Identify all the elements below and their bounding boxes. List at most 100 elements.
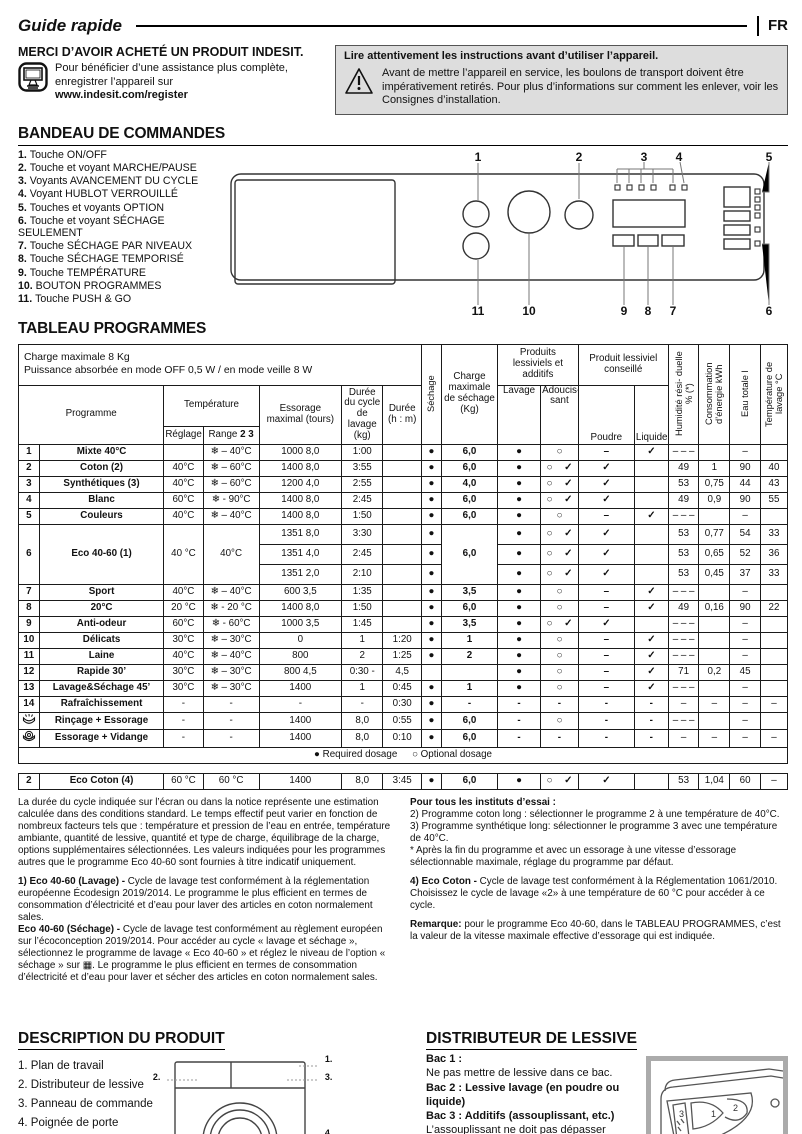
water-cell: 37 (729, 563, 761, 585)
softener-dosage-cell: ○ ✓ (540, 773, 579, 791)
time-cell: 8,0 (340, 711, 384, 731)
time-cell: 8,0 (340, 729, 384, 749)
time-cell: 1 (340, 679, 384, 697)
liquid-cell: ✓ (633, 599, 669, 617)
wash-temp-cell (759, 443, 789, 461)
item-number: 2. (18, 161, 30, 174)
drying-load-cell: 4,0 (440, 475, 499, 493)
controls-list-item: 5. Touches et voyants OPTION (18, 201, 165, 214)
liquid-cell: ✓ (633, 647, 669, 665)
humidity-cell: – – – (667, 631, 700, 649)
drying-load-cell: 6,0 (440, 507, 499, 525)
time-cell: 3:55 (340, 459, 384, 477)
spin-kg-cell: 0 (258, 631, 342, 649)
program-name: Laine (38, 647, 165, 665)
range-temp: ❄ – 40°C (202, 443, 260, 461)
optional-dot: ○ (411, 749, 418, 761)
softener-dosage-cell: ○ (540, 599, 579, 617)
program-row: 6 Eco 40-60 (1) 40 °C 40°C 1351 8,0 3:30 ● 6,0 ●… (18, 523, 789, 585)
softener-dosage-cell: ○ ✓ (540, 523, 579, 545)
humidity-cell: – (667, 729, 700, 749)
drying-dot-cell: ● (420, 695, 442, 713)
register-monitor-icon (18, 62, 48, 103)
drying-load-cell: 6,0 (440, 729, 499, 749)
program-number: 10 (18, 631, 40, 649)
program-name: Coton (2) (38, 459, 165, 477)
duration-cell: 0:45 (382, 679, 422, 697)
col-range: Range 2 3 (202, 425, 260, 445)
drying-dot-cell: ● (420, 475, 442, 493)
controls-list-item: 8. Touche SÉCHAGE TEMPORISÉ (18, 253, 184, 266)
powder-cell: – (577, 443, 635, 461)
program-row: 4 Blanc 60°C ❄ - 90°C 1400 8,0 2:45 ● 6,0 ● ○ ✓ ✓ 4… (18, 491, 789, 509)
spin-kg-cell: 1400 8,0 (258, 599, 342, 617)
wash-temp-cell: 55 (759, 491, 789, 509)
duration-cell (382, 543, 422, 565)
time-cell: 2:45 (340, 543, 384, 565)
duration-cell (382, 491, 422, 509)
time-cell: 1:00 (340, 443, 384, 461)
controls-list-item: 1. Touche ON/OFF (18, 148, 107, 161)
drying-dot-cell: ● (420, 729, 442, 749)
spin-kg-cell: 1000 8,0 (258, 443, 342, 461)
program-name: Rafraîchissement (38, 695, 165, 713)
energy-cell: 0,75 (698, 475, 731, 493)
table-info: Charge maximale 8 Kg Puissance absorbée … (18, 343, 422, 386)
product-list-item: 3. Panneau de commande (18, 1098, 153, 1111)
setting-temp: 40°C (163, 475, 204, 493)
col-duree-kg: Durée du cycle de lavage (kg) (340, 384, 384, 445)
note-paragraph: Remarque: pour le programme Eco 40-60, d… (410, 919, 781, 943)
program-name: Eco Coton (4) (38, 773, 165, 791)
powder-cell: - (577, 695, 635, 713)
drying-load-cell: 6,0 (440, 443, 499, 461)
wash-dosage-cell: ● (497, 523, 542, 545)
panel-callout: 10 (522, 303, 536, 318)
softener-dosage-cell: ○ (540, 663, 579, 681)
product-heading: DESCRIPTION DU PRODUIT (18, 1030, 225, 1051)
liquid-cell (633, 459, 669, 477)
program-row: 11 Laine 40°C ❄ – 40°C 800 2 1:25 ● 2 ● ○ – ✓ – – – – (18, 647, 789, 665)
wash-temp-cell (759, 631, 789, 649)
drying-load-cell: 6,0 (440, 773, 499, 791)
col-reglage: Réglage (163, 425, 204, 445)
energy-cell (698, 647, 731, 665)
drying-load-cell: 6,0 (440, 459, 499, 477)
softener-dosage-cell: ○ (540, 679, 579, 697)
dispenser-heading: DISTRIBUTEUR DE LESSIVE (426, 1030, 637, 1051)
col-essorage: Essorage maximal (tours) (258, 384, 342, 445)
panel-callout: 9 (620, 303, 628, 318)
setting-temp: - (163, 729, 204, 749)
note-paragraph: La durée du cycle indiquée sur l’écran o… (18, 797, 391, 869)
warning-box: Lire attentivement les instructions avan… (335, 45, 788, 115)
wash-dosage-cell: ● (497, 563, 542, 585)
time-cell: 2:45 (340, 491, 384, 509)
eco-coton-table: 2 Eco Coton (4) 60 °C 60 °C 1400 8,0 3:45 ● 6,0 ●… (18, 773, 789, 791)
water-cell: – (729, 631, 761, 649)
water-cell: – (729, 729, 761, 749)
col-humidite: Humidité rési- duelle % (*) (667, 343, 700, 445)
dispenser-paragraph: Bac 2 : Lessive lavage (en poudre ou liq… (426, 1081, 620, 1108)
note-paragraph: 3) Programme synthétique long: sélection… (410, 821, 778, 845)
powder-cell: ✓ (577, 459, 635, 477)
control-panel-diagram: 1 2 3 4 5 11 10 9 8 7 6 (228, 150, 788, 318)
dosage-legend: ● Required dosage ○ Optional dosage (18, 747, 788, 765)
wash-temp-cell (759, 663, 789, 681)
drying-dot-cell: ● (420, 631, 442, 649)
program-row: 2 Eco Coton (4) 60 °C 60 °C 1400 8,0 3:45 ● 6,0 ●… (18, 773, 789, 791)
water-cell: – (729, 711, 761, 731)
item-number: 10. (18, 279, 36, 292)
program-row: 9 Anti-odeur 60°C ❄ - 60°C 1000 3,5 1:45 ● 3,5 ●… (18, 615, 789, 633)
drying-load-cell: 6,0 (440, 711, 499, 731)
energy-cell (698, 583, 731, 601)
powder-cell: – (577, 631, 635, 649)
drying-dot-cell: ● (420, 599, 442, 617)
liquid-cell: ✓ (633, 507, 669, 525)
program-name: Rinçage + Essorage (38, 711, 165, 731)
liquid-cell (633, 491, 669, 509)
controls-list-item: 6. Touche et voyant SÉCHAGE SEULEMENT (18, 214, 165, 239)
time-cell: 1 (340, 631, 384, 649)
liquid-cell: ✓ (633, 663, 669, 681)
program-name: Synthétiques (3) (38, 475, 165, 493)
machine-callout: 4. (324, 1128, 333, 1134)
footnotes-left: La durée du cycle indiquée sur l’écran o… (18, 797, 396, 984)
